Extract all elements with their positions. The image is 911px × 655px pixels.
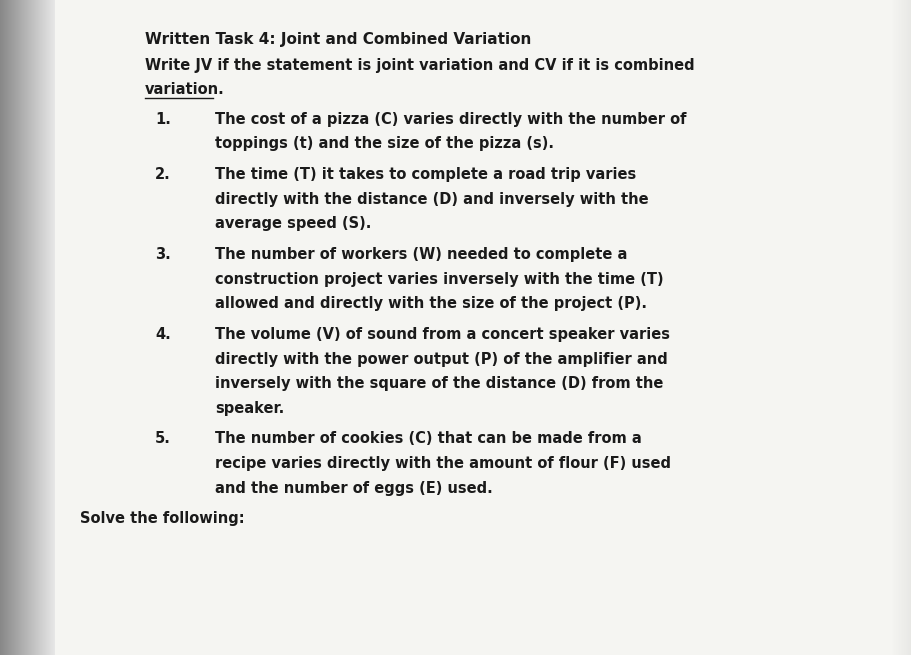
Text: Written Task 4: Joint and Combined Variation: Written Task 4: Joint and Combined Varia… (145, 32, 531, 47)
Bar (50, 0, 51, 655)
Bar (6, 0, 7, 655)
Bar (2, 0, 3, 655)
Text: 4.: 4. (155, 327, 170, 342)
Bar (39, 0, 40, 655)
Text: The time (T) it takes to complete a road trip varies: The time (T) it takes to complete a road… (215, 167, 636, 182)
Bar (7, 0, 8, 655)
Bar (896, 0, 897, 655)
Bar (27, 0, 28, 655)
Text: Solve the following:: Solve the following: (80, 512, 245, 527)
Bar (53, 0, 54, 655)
Bar (15, 0, 16, 655)
Bar (13, 0, 14, 655)
Bar (28, 0, 29, 655)
Bar (29, 0, 30, 655)
Bar (906, 0, 907, 655)
Bar (30, 0, 31, 655)
Text: allowed and directly with the size of the project (P).: allowed and directly with the size of th… (215, 296, 647, 311)
Bar (43, 0, 44, 655)
Bar (26, 0, 27, 655)
Bar (21, 0, 22, 655)
Bar (54, 0, 55, 655)
Bar (31, 0, 32, 655)
Bar (48, 0, 49, 655)
Bar (22, 0, 23, 655)
Text: speaker.: speaker. (215, 401, 284, 416)
Text: The number of cookies (C) that can be made from a: The number of cookies (C) that can be ma… (215, 432, 641, 447)
Bar (1, 0, 2, 655)
Text: average speed (S).: average speed (S). (215, 216, 372, 231)
Bar (10, 0, 11, 655)
Text: 5.: 5. (155, 432, 171, 447)
Bar (37, 0, 38, 655)
Bar (41, 0, 42, 655)
Bar (34, 0, 35, 655)
Bar (42, 0, 43, 655)
Text: The volume (V) of sound from a concert speaker varies: The volume (V) of sound from a concert s… (215, 327, 670, 342)
Bar (9, 0, 10, 655)
Bar (11, 0, 12, 655)
Bar (898, 0, 899, 655)
Text: 2.: 2. (155, 167, 170, 182)
Bar (40, 0, 41, 655)
Bar (0, 0, 1, 655)
Bar (4, 0, 5, 655)
Bar (910, 0, 911, 655)
Text: The cost of a pizza (C) varies directly with the number of: The cost of a pizza (C) varies directly … (215, 112, 687, 127)
Text: toppings (t) and the size of the pizza (s).: toppings (t) and the size of the pizza (… (215, 136, 554, 151)
Bar (17, 0, 18, 655)
Bar (908, 0, 909, 655)
Bar (23, 0, 24, 655)
Bar (3, 0, 4, 655)
Bar (16, 0, 17, 655)
Text: directly with the distance (D) and inversely with the: directly with the distance (D) and inver… (215, 192, 649, 207)
Bar (12, 0, 13, 655)
Bar (892, 0, 893, 655)
Bar (32, 0, 33, 655)
Bar (897, 0, 898, 655)
Bar (19, 0, 20, 655)
Bar (25, 0, 26, 655)
Bar (904, 0, 905, 655)
Bar (902, 0, 903, 655)
Bar (51, 0, 52, 655)
Bar (52, 0, 53, 655)
Bar (905, 0, 906, 655)
Text: and the number of eggs (E) used.: and the number of eggs (E) used. (215, 481, 493, 496)
Text: The number of workers (W) needed to complete a: The number of workers (W) needed to comp… (215, 247, 628, 262)
Text: inversely with the square of the distance (D) from the: inversely with the square of the distanc… (215, 376, 663, 391)
Text: Write JV if the statement is joint variation and CV if it is combined: Write JV if the statement is joint varia… (145, 58, 694, 73)
Text: variation.: variation. (145, 83, 225, 98)
Bar (49, 0, 50, 655)
Bar (901, 0, 902, 655)
Bar (36, 0, 37, 655)
Bar (909, 0, 910, 655)
Bar (895, 0, 896, 655)
Text: 1.: 1. (155, 112, 171, 127)
Bar (33, 0, 34, 655)
Bar (903, 0, 904, 655)
Text: construction project varies inversely with the time (T): construction project varies inversely wi… (215, 272, 663, 287)
Bar (894, 0, 895, 655)
Bar (5, 0, 6, 655)
Bar (46, 0, 47, 655)
Bar (20, 0, 21, 655)
Bar (907, 0, 908, 655)
Bar (900, 0, 901, 655)
Text: directly with the power output (P) of the amplifier and: directly with the power output (P) of th… (215, 352, 668, 367)
Bar (8, 0, 9, 655)
Bar (45, 0, 46, 655)
Bar (47, 0, 48, 655)
Bar (18, 0, 19, 655)
Bar (891, 0, 892, 655)
Bar (24, 0, 25, 655)
Text: 3.: 3. (155, 247, 170, 262)
Bar (38, 0, 39, 655)
Bar (44, 0, 45, 655)
Bar (893, 0, 894, 655)
Text: recipe varies directly with the amount of flour (F) used: recipe varies directly with the amount o… (215, 456, 671, 471)
Bar (899, 0, 900, 655)
Bar (35, 0, 36, 655)
Bar (14, 0, 15, 655)
